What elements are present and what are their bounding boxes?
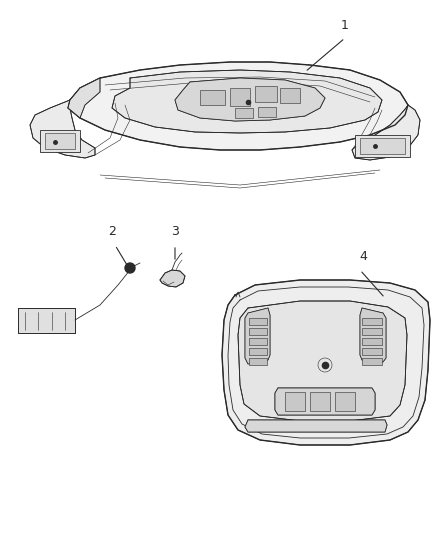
Polygon shape — [355, 135, 410, 157]
Polygon shape — [245, 308, 270, 364]
Polygon shape — [68, 78, 100, 118]
Polygon shape — [335, 392, 355, 411]
Polygon shape — [362, 358, 382, 365]
Polygon shape — [112, 70, 382, 133]
Polygon shape — [249, 328, 267, 335]
Polygon shape — [68, 62, 408, 150]
Polygon shape — [18, 308, 75, 333]
Polygon shape — [245, 420, 387, 432]
Polygon shape — [280, 88, 300, 103]
Polygon shape — [222, 280, 430, 445]
Polygon shape — [200, 90, 225, 105]
Polygon shape — [249, 338, 267, 345]
Polygon shape — [40, 130, 80, 152]
Polygon shape — [258, 107, 276, 117]
Polygon shape — [249, 318, 267, 325]
Polygon shape — [362, 318, 382, 325]
Polygon shape — [249, 358, 267, 365]
Polygon shape — [160, 270, 185, 287]
Text: 3: 3 — [171, 225, 179, 238]
Circle shape — [125, 263, 135, 273]
Text: 1: 1 — [341, 19, 349, 32]
Polygon shape — [30, 100, 95, 158]
Polygon shape — [230, 88, 250, 106]
Polygon shape — [235, 108, 253, 118]
Polygon shape — [255, 86, 277, 102]
Polygon shape — [362, 328, 382, 335]
Polygon shape — [249, 348, 267, 355]
Polygon shape — [362, 338, 382, 345]
Polygon shape — [360, 138, 405, 154]
Polygon shape — [275, 388, 375, 415]
Polygon shape — [238, 301, 407, 421]
Polygon shape — [285, 392, 305, 411]
Polygon shape — [175, 78, 325, 121]
Polygon shape — [310, 392, 330, 411]
Polygon shape — [360, 308, 386, 362]
Text: 4: 4 — [359, 250, 367, 263]
Polygon shape — [45, 133, 75, 149]
Polygon shape — [362, 348, 382, 355]
Text: 2: 2 — [108, 225, 116, 238]
Polygon shape — [352, 105, 420, 160]
